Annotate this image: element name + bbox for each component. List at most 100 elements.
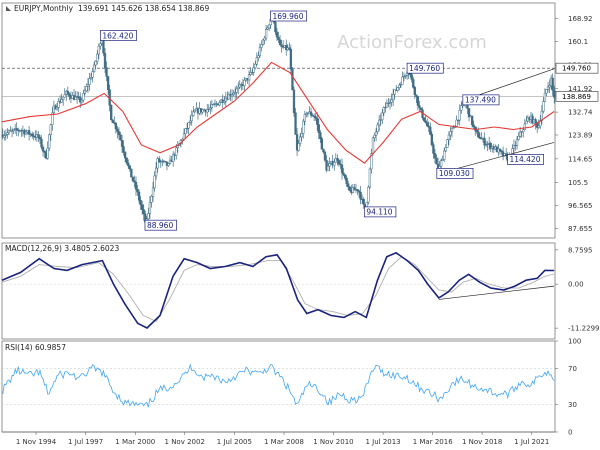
candle-body: [294, 112, 297, 135]
annotation-label: 149.760: [409, 64, 440, 73]
price-box-label: 149.760: [562, 65, 591, 73]
annotation-box: [270, 10, 308, 22]
candle-body: [415, 94, 418, 97]
candle-body: [472, 124, 475, 127]
candle-body: [551, 77, 554, 91]
price-y-tick-label: 87.655: [568, 225, 593, 233]
candle-body: [548, 85, 551, 88]
candle-body: [141, 204, 144, 210]
candle-body: [218, 102, 221, 106]
candle-body: [316, 117, 319, 125]
candle-body: [486, 143, 489, 145]
candle-body: [525, 120, 528, 125]
candle-body: [93, 64, 96, 72]
candle-body: [150, 196, 153, 203]
candle-body: [110, 104, 113, 121]
candle-body: [498, 148, 502, 151]
price-y-tick-label: 160.1: [568, 38, 588, 46]
candle-body: [450, 128, 454, 132]
candle-body: [514, 145, 517, 147]
candle-body: [94, 60, 97, 66]
candle-body: [62, 96, 65, 100]
candle-body: [393, 89, 396, 95]
candle-body: [452, 127, 455, 129]
candle-body: [131, 176, 135, 182]
price-annotation: 137.490: [462, 94, 500, 106]
candle-body: [48, 134, 51, 149]
macd-y-tick-label: 8.7595: [568, 246, 593, 254]
macd-line: [1, 251, 555, 329]
candle-body: [275, 31, 279, 38]
rsi-y-tick-label: 70: [568, 365, 577, 373]
candle-body: [230, 94, 234, 97]
candle-body: [515, 139, 519, 146]
price-annotation: 169.960: [270, 10, 308, 22]
x-tick-label: 1 Mar 2000: [115, 438, 155, 446]
candle-body: [193, 109, 197, 113]
candle-body: [326, 165, 330, 171]
candle-body: [457, 119, 460, 121]
x-tick-label: 1 Nov 2010: [313, 438, 353, 446]
candle-body: [102, 39, 105, 54]
candle-body: [432, 144, 435, 154]
candle-body: [105, 67, 108, 77]
candle-body: [433, 153, 437, 159]
candle-body: [517, 136, 520, 140]
candle-body: [520, 131, 523, 133]
candle-body: [46, 147, 49, 159]
candle-body: [387, 102, 390, 104]
candle-body: [396, 87, 399, 91]
candle-body: [370, 153, 373, 170]
candle-body: [424, 120, 427, 123]
annotation-label: 94.110: [366, 208, 392, 217]
candle-body: [297, 143, 300, 151]
candle-body: [314, 116, 317, 119]
candle-body: [390, 99, 393, 103]
candle-body: [359, 191, 362, 200]
macd-signal-line: [1, 256, 555, 322]
candle-body: [430, 134, 434, 146]
candle-body: [117, 131, 121, 135]
candle-body: [429, 126, 432, 135]
candle-body: [158, 158, 161, 163]
header-symbol: EURJPY,Monthly 139.691 145.626 138.654 13…: [14, 4, 209, 13]
rsi-line: [2, 363, 555, 408]
x-tick-label: 1 Nov 2018: [462, 438, 502, 446]
candle-body: [206, 109, 209, 113]
candle-body: [382, 107, 385, 114]
candle-body: [333, 162, 336, 166]
candle-body: [347, 183, 350, 188]
candle-body: [51, 112, 54, 125]
candle-body: [106, 76, 110, 90]
candle-body: [410, 74, 413, 80]
candle-body: [83, 90, 87, 94]
candle-body: [128, 165, 131, 170]
candle-body: [323, 151, 327, 161]
candle-body: [114, 122, 118, 130]
rsi-y-tick-label: 100: [568, 338, 581, 346]
candle-body: [399, 84, 403, 86]
candle-body: [543, 92, 547, 102]
candle-body: [320, 138, 324, 150]
annotation-box: [363, 206, 397, 218]
candle-body: [489, 142, 492, 149]
candle-body: [522, 129, 525, 133]
candle-body: [441, 159, 444, 161]
candle-body: [311, 115, 314, 117]
candle-body: [328, 163, 331, 167]
candle-body: [384, 106, 387, 109]
candle-body: [439, 160, 443, 167]
candle-body: [79, 97, 82, 103]
candle-body: [357, 190, 361, 193]
candle-body: [49, 124, 52, 135]
candle-body: [147, 213, 150, 220]
candle-body: [116, 128, 119, 132]
candle-body: [401, 76, 404, 85]
candle-body: [127, 162, 130, 166]
candle-body: [444, 147, 447, 152]
candle-body: [40, 138, 43, 148]
candle-body: [345, 177, 348, 185]
candle-body: [477, 131, 480, 138]
candle-body: [41, 147, 45, 152]
